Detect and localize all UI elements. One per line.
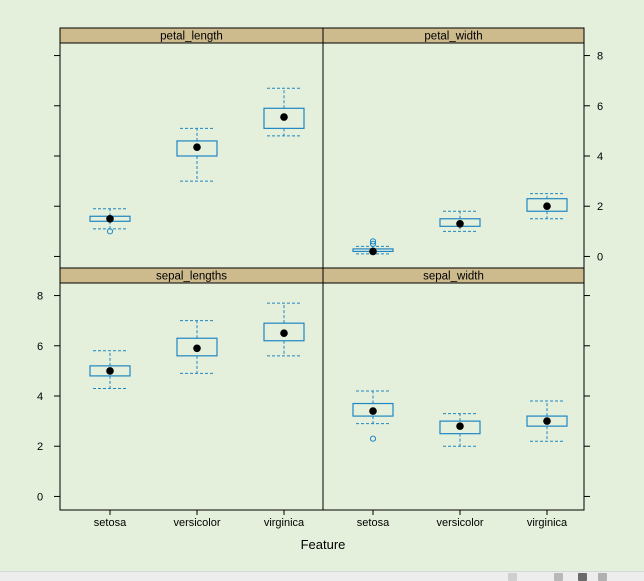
median-dot [456, 422, 464, 430]
median-dot [193, 344, 201, 353]
panel-strip-label: sepal_lengths [156, 271, 227, 283]
box [89, 365, 131, 377]
y-tick-label: 8 [37, 291, 43, 303]
x-tick-label: setosa [357, 517, 390, 529]
x-tick-label: versicolor [173, 517, 220, 529]
median-dot [456, 220, 464, 228]
outlier-point [369, 435, 377, 442]
box [526, 198, 568, 212]
panel-strip-label: sepal_width [423, 271, 484, 283]
y-tick-label: 2 [597, 201, 603, 213]
toolbar-icon[interactable] [554, 573, 563, 581]
y-tick-label: 4 [37, 391, 43, 403]
x-tick-label: versicolor [436, 517, 483, 529]
toolbar-icon[interactable] [578, 573, 587, 581]
axes: 0 0 2 2 4 4 6 6 8 8 setosa versicolor virginica setos… [37, 51, 603, 529]
x-tick-label: setosa [94, 517, 127, 529]
box [439, 420, 481, 435]
box [526, 415, 568, 427]
y-tick-label: 4 [597, 151, 603, 163]
outlier-point [106, 228, 114, 235]
outlier-point [369, 240, 377, 247]
median-dot [369, 407, 377, 415]
toolbar-icon[interactable] [508, 573, 517, 581]
panel-strip-label: petal_length [160, 31, 223, 43]
median-dot [106, 214, 114, 223]
box [176, 140, 218, 157]
y-tick-label: 6 [37, 341, 43, 353]
y-tick-label: 2 [37, 441, 43, 453]
x-tick-label: virginica [527, 517, 568, 529]
outlier-point [369, 238, 377, 245]
box [263, 107, 305, 129]
bottom-toolbar [0, 571, 644, 581]
y-tick-label: 6 [597, 101, 603, 113]
median-dot [369, 247, 377, 256]
x-tick-label: virginica [264, 517, 305, 529]
panel-frames: petal_length petal_width sepal_lengths sepa… [59, 27, 585, 511]
box [176, 337, 218, 357]
median-dot [280, 113, 288, 121]
panel-strip-label: petal_width [424, 31, 482, 43]
median-dot [543, 202, 551, 211]
median-dot [106, 367, 114, 375]
plot-border [59, 27, 585, 511]
y-tick-label: 0 [597, 251, 603, 263]
y-tick-label: 8 [597, 51, 603, 63]
median-dot [543, 417, 551, 425]
median-dot [280, 329, 288, 338]
box [263, 322, 305, 342]
box [352, 402, 394, 417]
box-marks [89, 87, 568, 447]
toolbar-icon[interactable] [598, 573, 607, 581]
median-dot [193, 143, 201, 152]
x-axis-label: Feature [301, 537, 346, 552]
y-tick-label: 0 [37, 491, 43, 503]
